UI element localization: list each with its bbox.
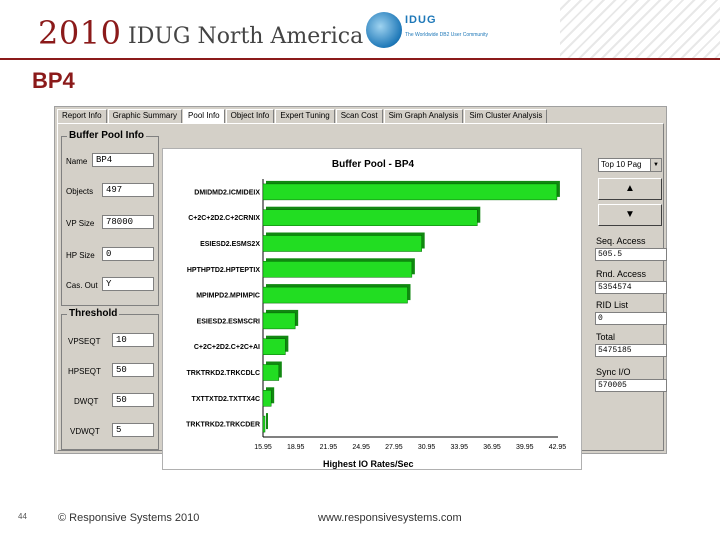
logo-subtext: The Worldwide DB2 User Community: [405, 32, 488, 38]
vp-size-field[interactable]: 78000: [102, 215, 154, 229]
rid-list-field[interactable]: 0: [595, 312, 667, 325]
hp-size-label: HP Size: [66, 251, 95, 260]
bar: [262, 235, 422, 252]
seq-access-field[interactable]: 505.5: [595, 248, 667, 261]
header-year: 2010: [38, 14, 122, 52]
tab-expert-tuning[interactable]: Expert Tuning: [275, 109, 335, 123]
bar: [262, 312, 296, 330]
chart-title: Buffer Pool - BP4: [331, 159, 415, 170]
x-tick-label: 30.95: [418, 444, 436, 451]
x-tick-label: 21.95: [320, 444, 338, 451]
footer-copyright: © Responsive Systems 2010: [58, 512, 200, 524]
rid-list-label: RID List: [596, 300, 629, 310]
buffer-pool-info-group: Buffer Pool Info Name BP4 Objects 497 VP…: [61, 130, 159, 306]
category-label: C+2C+2D2.C+2CRNIX: [188, 215, 260, 222]
hpseqt-label: HPSEQT: [68, 367, 101, 376]
vdwqt-label: VDWQT: [70, 427, 100, 436]
header-rule: [0, 58, 720, 60]
rnd-access-label: Rnd. Access: [596, 269, 647, 279]
bar: [262, 415, 266, 433]
header-conference: IDUG North America: [128, 24, 364, 49]
bar: [262, 209, 478, 226]
footer-url: www.responsivesystems.com: [318, 512, 462, 524]
category-label: TXTTXTD2.TXTTX4C: [192, 396, 260, 403]
total-label: Total: [596, 332, 616, 342]
page-number: 44: [18, 512, 27, 521]
category-label: TRKTRKD2.TRKCDLC: [187, 370, 261, 377]
x-tick-label: 33.95: [451, 444, 469, 451]
hpseqt-field[interactable]: 50: [112, 363, 154, 377]
scroll-up-button[interactable]: ▲: [598, 178, 662, 200]
x-tick-label: 27.95: [385, 444, 403, 451]
sync-io-field[interactable]: 570005: [595, 379, 667, 392]
x-tick-label: 36.95: [483, 444, 501, 451]
app-window: Report Info Graphic Summary Pool Info Ob…: [54, 106, 667, 470]
sync-io-label: Sync I/O: [596, 367, 631, 377]
chart-x-axis-label: Highest IO Rates/Sec: [323, 459, 414, 469]
objects-label: Objects: [66, 187, 94, 196]
down-arrow-icon: ▼: [625, 209, 635, 220]
category-label: TRKTRKD2.TRKCDER: [186, 422, 260, 429]
bar-shadow: [266, 413, 268, 430]
bar: [262, 364, 280, 381]
chevron-down-icon[interactable]: ▼: [650, 159, 661, 171]
tab-graphic-summary[interactable]: Graphic Summary: [107, 109, 183, 123]
name-field[interactable]: BP4: [92, 153, 154, 167]
logo-text: IDUG: [405, 14, 437, 26]
bar: [262, 286, 408, 304]
total-field[interactable]: 5475185: [595, 344, 667, 357]
category-label: MPIMPD2.MPIMPIC: [196, 293, 260, 300]
x-tick-label: 42.95: [549, 444, 567, 451]
tab-bar: Report Info Graphic Summary Pool Info Ob…: [57, 109, 548, 123]
tab-sim-cluster-analysis[interactable]: Sim Cluster Analysis: [464, 109, 548, 123]
tab-sim-graph-analysis[interactable]: Sim Graph Analysis: [383, 109, 464, 123]
cast-out-label: Cas. Out: [66, 281, 98, 290]
top-pages-select[interactable]: Top 10 Pag ▼: [598, 158, 662, 172]
x-tick-label: 15.95: [254, 444, 272, 451]
vpseqt-field[interactable]: 10: [112, 333, 154, 347]
x-tick-label: 39.95: [516, 444, 534, 451]
cast-out-field[interactable]: Y: [102, 277, 154, 291]
tab-scan-cost[interactable]: Scan Cost: [335, 109, 383, 123]
slide-header: 2010 IDUG North America IDUG The Worldwi…: [0, 0, 720, 60]
bar: [262, 261, 413, 278]
threshold-group: Threshold VPSEQT 10 HPSEQT 50 DWQT 50 VD…: [61, 308, 159, 450]
scroll-down-button[interactable]: ▼: [598, 204, 662, 226]
pool-info-panel: Buffer Pool Info Name BP4 Objects 497 VP…: [57, 123, 667, 470]
header-decoration: [560, 0, 720, 60]
bar: [262, 338, 286, 355]
x-tick-label: 18.95: [287, 444, 305, 451]
category-label: HPTHPTD2.HPTEPTIX: [187, 267, 260, 274]
buffer-pool-chart: Buffer Pool - BP4 DMIDMD2.ICMIDEIX C+2C+2…: [162, 148, 582, 470]
tab-pool-info[interactable]: Pool Info: [183, 109, 225, 123]
hp-size-field[interactable]: 0: [102, 247, 154, 261]
dwqt-field[interactable]: 50: [112, 393, 154, 407]
vpseqt-label: VPSEQT: [68, 337, 101, 346]
bar: [262, 183, 558, 201]
tab-report-info[interactable]: Report Info: [57, 109, 107, 123]
bar: [262, 390, 272, 407]
top-pages-select-value: Top 10 Pag: [601, 160, 642, 169]
vp-size-label: VP Size: [66, 219, 95, 228]
objects-field[interactable]: 497: [102, 183, 154, 197]
category-label: ESIESD2.ESMS2X: [200, 241, 260, 248]
bar-chart-svg: DMIDMD2.ICMIDEIX C+2C+2D2.C+2CRNIX ESIESD2…: [186, 179, 567, 451]
up-arrow-icon: ▲: [625, 183, 635, 194]
tab-object-info[interactable]: Object Info: [225, 109, 275, 123]
buffer-pool-info-title: Buffer Pool Info: [67, 130, 146, 141]
x-tick-label: 24.95: [352, 444, 370, 451]
threshold-title: Threshold: [67, 308, 120, 319]
idug-globe-icon: [366, 12, 402, 48]
category-label: C+2C+2D2.C+2C+AI: [194, 344, 260, 351]
name-label: Name: [66, 157, 88, 166]
rnd-access-field[interactable]: 5354574: [595, 281, 667, 294]
slide-title: BP4: [32, 68, 75, 93]
seq-access-label: Seq. Access: [596, 236, 646, 246]
vdwqt-field[interactable]: 5: [112, 423, 154, 437]
dwqt-label: DWQT: [74, 397, 99, 406]
category-label: ESIESD2.ESMSCRI: [197, 318, 260, 325]
category-label: DMIDMD2.ICMIDEIX: [194, 189, 260, 196]
